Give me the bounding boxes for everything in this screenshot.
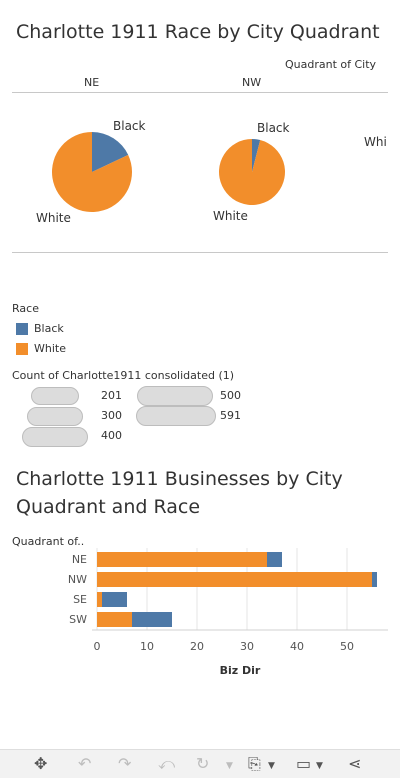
bar-category-label-sw: SW <box>69 613 87 626</box>
pie-chart-ne[interactable] <box>51 132 132 212</box>
bar-x-tick-20: 20 <box>190 640 204 653</box>
bar-x-tick-10: 10 <box>140 640 154 653</box>
bar-chart: NE NW SE SW 0 10 20 30 40 50 Biz Dir <box>68 548 388 677</box>
device-dropdown-icon[interactable]: ▼ <box>316 761 323 771</box>
size-legend-value-400: 400 <box>101 429 122 442</box>
size-legend-pill-201 <box>31 387 79 405</box>
bar-x-tick-40: 40 <box>290 640 304 653</box>
pie-ne-label-black: Black <box>113 119 146 133</box>
bar-nw-white[interactable] <box>97 572 372 587</box>
pie-ne-slice-white[interactable] <box>51 132 132 212</box>
pie-chart-nw[interactable] <box>219 139 286 205</box>
download-icon[interactable]: ⎘ <box>248 754 261 773</box>
pie-header-divider <box>12 92 388 93</box>
bar-category-label-ne: NE <box>72 553 87 566</box>
bar-chart-title-line2: Quadrant and Race <box>16 496 201 518</box>
legend-swatch-black[interactable] <box>16 323 28 335</box>
pie-chart-title: Charlotte 1911 Race by City Quadrant <box>16 21 380 43</box>
pie-column-header: Quadrant of City <box>285 58 377 71</box>
bar-se-black[interactable] <box>102 592 127 607</box>
pie-ne-label-white: White <box>36 211 71 225</box>
size-legend-value-591: 591 <box>220 409 241 422</box>
move-icon[interactable]: ✥ <box>34 754 48 773</box>
pie-nw-slice-black[interactable] <box>252 139 261 172</box>
size-legend-pill-500 <box>137 386 213 406</box>
pie-nw-label-white: White <box>213 209 248 223</box>
refresh-icon[interactable]: ↻ <box>196 754 210 773</box>
size-legend-value-300: 300 <box>101 409 122 422</box>
size-legend-title: Count of Charlotte1911 consolidated (1) <box>12 369 235 382</box>
bar-sw-black[interactable] <box>132 612 172 627</box>
legend-swatch-white[interactable] <box>16 343 28 355</box>
size-legend-pill-400 <box>22 427 88 447</box>
size-legend-pill-300 <box>27 407 83 426</box>
bar-category-label-nw: NW <box>68 573 87 586</box>
bar-x-axis-title: Biz Dir <box>220 664 261 677</box>
bar-chart-title-line1: Charlotte 1911 Businesses by City <box>16 468 343 490</box>
bar-sw-white[interactable] <box>97 612 132 627</box>
undo-icon[interactable]: ↶ <box>78 754 92 773</box>
size-legend-value-500: 500 <box>220 389 241 402</box>
bar-se-white[interactable] <box>97 592 102 607</box>
revert-icon[interactable]: ⤺ <box>158 754 176 773</box>
pie-column-label-ne: NE <box>84 76 100 89</box>
redo-icon[interactable]: ↷ <box>118 754 132 773</box>
legend-title: Race <box>12 302 39 315</box>
pie-ne-slice-black[interactable] <box>92 132 129 172</box>
device-icon[interactable]: ▭ <box>296 754 312 773</box>
refresh-dropdown-icon[interactable]: ▼ <box>226 761 233 771</box>
bar-x-tick-50: 50 <box>340 640 354 653</box>
bar-nw-black[interactable] <box>372 572 377 587</box>
size-legend-value-201: 201 <box>101 389 122 402</box>
bar-ne-white[interactable] <box>97 552 267 567</box>
download-dropdown-icon[interactable]: ▼ <box>268 761 275 771</box>
share-icon[interactable]: ⋖ <box>348 754 362 773</box>
bar-x-tick-30: 30 <box>240 640 254 653</box>
bar-row-header: Quadrant of.. <box>12 535 85 548</box>
viz-toolbar: ✥ ↶ ↷ ⤺ ↻ ▼ ⎘ ▼ ▭ ▼ ⋖ <box>0 749 400 778</box>
bar-ne-black[interactable] <box>267 552 282 567</box>
size-legend-pill-591 <box>136 406 216 426</box>
pie-charts: White Black White Black Whi <box>36 119 387 225</box>
legend-label-black[interactable]: Black <box>34 322 64 335</box>
pie-nw-slice-white[interactable] <box>219 139 286 205</box>
legend-label-white[interactable]: White <box>34 342 66 355</box>
pie-bottom-divider <box>12 252 388 253</box>
pie-nw-label-black: Black <box>257 121 290 135</box>
bar-x-tick-0: 0 <box>94 640 101 653</box>
pie-cut-label: Whi <box>364 135 387 149</box>
pie-column-label-nw: NW <box>242 76 262 89</box>
bar-category-label-se: SE <box>73 593 87 606</box>
